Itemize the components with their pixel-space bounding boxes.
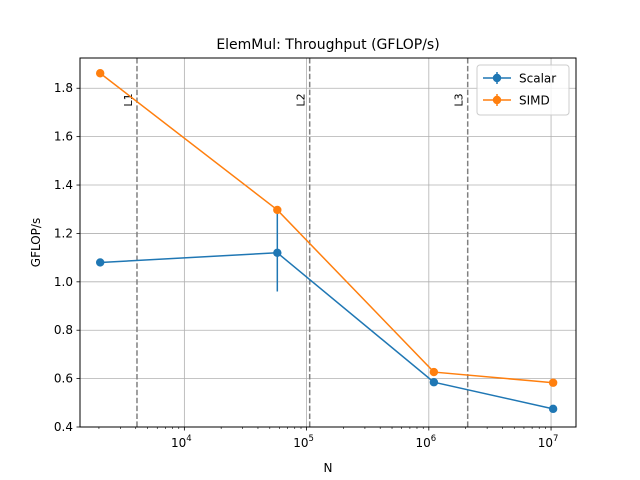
- y-tick-label: 1.4: [54, 178, 73, 192]
- x-tick-label: 105: [293, 434, 314, 450]
- data-point-simd: [273, 205, 282, 215]
- y-tick-label: 1.8: [54, 81, 73, 95]
- x-tick-label: 106: [415, 434, 436, 450]
- y-tick-label: 0.6: [54, 372, 73, 386]
- y-tick-label: 1.2: [54, 226, 73, 240]
- y-tick-label: 0.4: [54, 420, 73, 434]
- series-line-simd: [99, 72, 554, 384]
- legend-label-scalar: Scalar: [519, 72, 556, 86]
- data-point-scalar: [548, 404, 558, 414]
- legend-marker-simd: [492, 95, 502, 105]
- plot-area-frame: [79, 57, 577, 428]
- data-point-simd: [548, 378, 558, 387]
- legend-marker-scalar: [492, 73, 502, 83]
- y-tick-label: 0.8: [54, 323, 73, 337]
- x-tick-exponent: 5: [309, 434, 314, 444]
- grid-lines: [80, 58, 576, 428]
- x-tick-base: 10: [538, 436, 553, 450]
- data-point-scalar: [429, 378, 439, 387]
- cache-line-label-l2: L2: [295, 93, 308, 106]
- chart-title: ElemMul: Throughput (GFLOP/s): [216, 37, 439, 53]
- data-point-simd: [95, 69, 105, 78]
- cache-line-label-l3: L3: [453, 93, 466, 106]
- x-tick-label: 104: [171, 434, 192, 450]
- x-tick-base: 10: [293, 436, 308, 450]
- y-axis-label: GFLOP/s: [29, 218, 43, 267]
- x-tick-base: 10: [415, 436, 430, 450]
- x-tick-label: 107: [538, 434, 559, 450]
- legend-label-simd: SIMD: [519, 94, 550, 108]
- plot-series: [95, 69, 558, 414]
- x-tick-exponent: 6: [431, 434, 436, 444]
- x-tick-exponent: 7: [553, 434, 558, 444]
- y-tick-label: 1.6: [54, 130, 73, 144]
- series-line-scalar: [100, 252, 554, 410]
- x-tick-base: 10: [171, 436, 186, 450]
- data-point-scalar: [95, 258, 105, 267]
- y-tick-label: 1.0: [54, 275, 73, 289]
- x-axis-label: N: [324, 461, 333, 475]
- x-tick-exponent: 4: [186, 434, 191, 444]
- data-point-scalar: [273, 248, 282, 257]
- legend: Scalar SIMD: [476, 64, 570, 116]
- data-point-simd: [429, 367, 439, 377]
